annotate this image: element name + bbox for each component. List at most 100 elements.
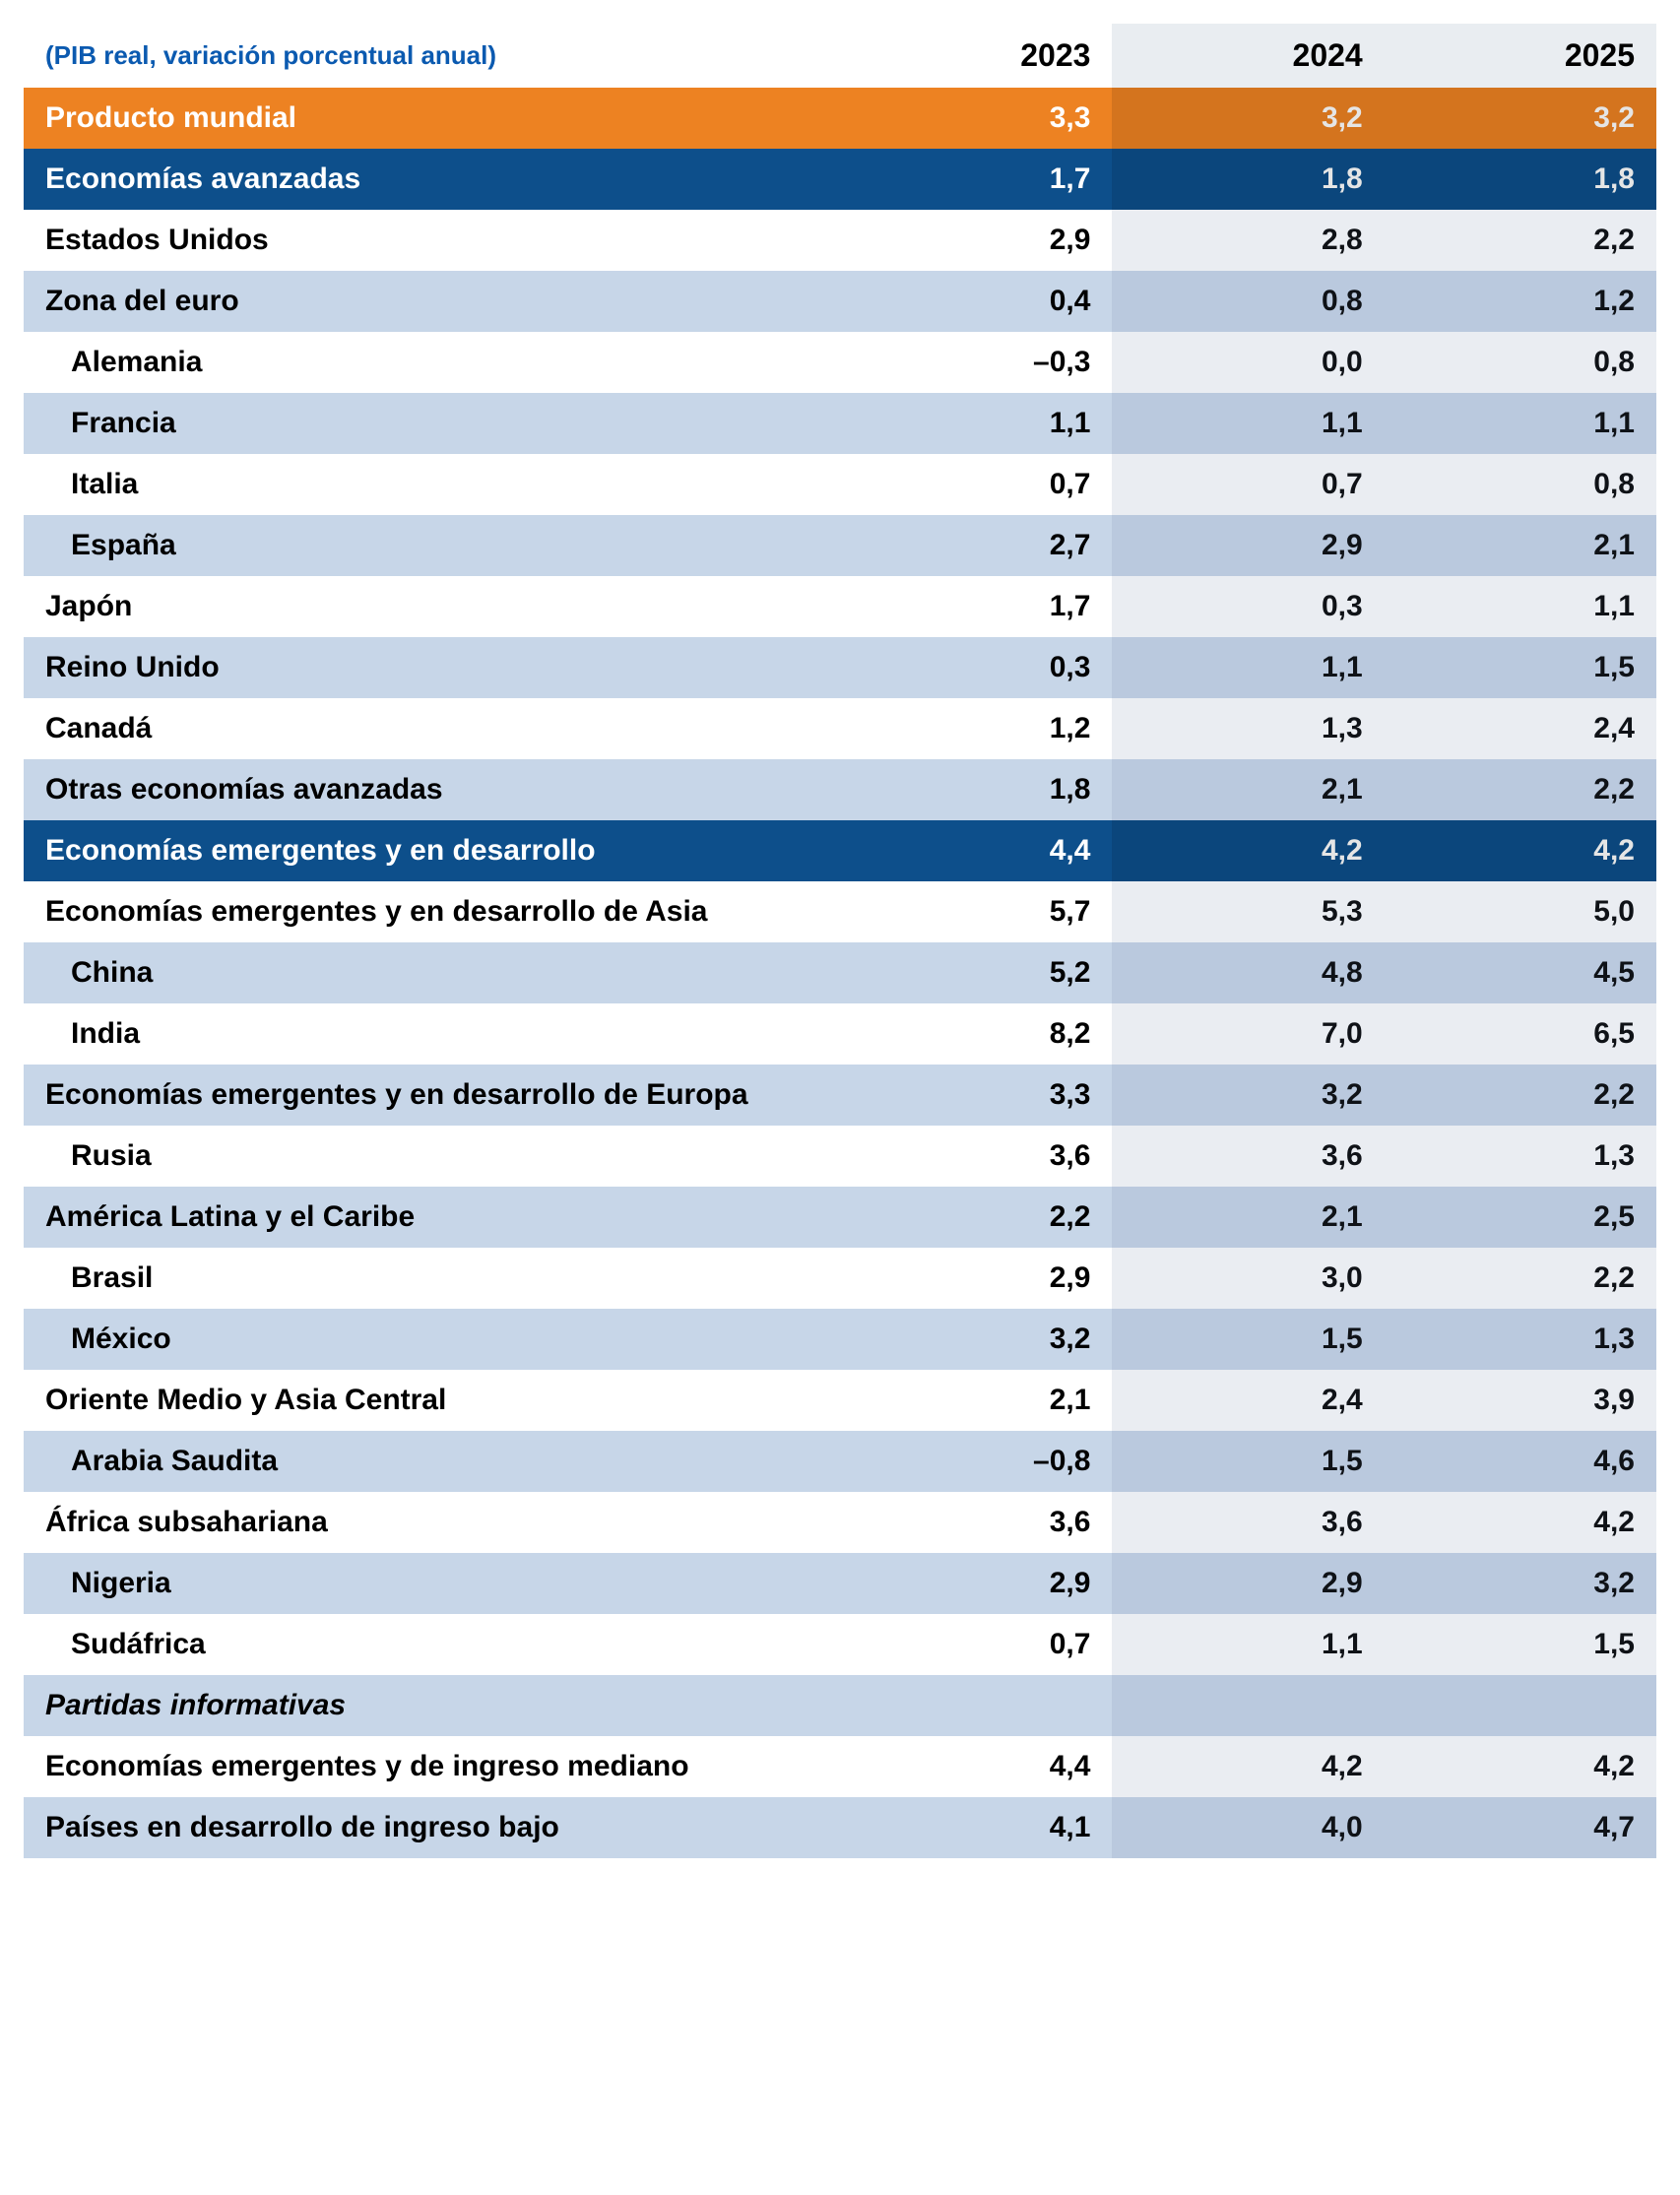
row-label: Oriente Medio y Asia Central [24, 1370, 840, 1431]
gdp-table-container: (PIB real, variación porcentual anual) 2… [24, 24, 1656, 1858]
table-row: Estados Unidos2,92,82,2 [24, 210, 1656, 271]
row-value: 2,9 [1112, 1553, 1384, 1614]
row-value: 2,1 [1112, 759, 1384, 820]
row-value: 0,7 [840, 1614, 1112, 1675]
row-value: 3,3 [840, 88, 1112, 149]
row-value: 2,2 [1385, 1065, 1656, 1126]
row-value [840, 1675, 1112, 1736]
row-value: –0,8 [840, 1431, 1112, 1492]
row-value: 3,0 [1112, 1248, 1384, 1309]
row-value: 5,0 [1385, 881, 1656, 942]
row-label: Economías emergentes y en desarrollo de … [24, 881, 840, 942]
table-row: Zona del euro0,40,81,2 [24, 271, 1656, 332]
table-row: Economías emergentes y en desarrollo4,44… [24, 820, 1656, 881]
row-value: 1,3 [1112, 698, 1384, 759]
row-value: 1,5 [1112, 1309, 1384, 1370]
row-value: 6,5 [1385, 1003, 1656, 1065]
table-row: China5,24,84,5 [24, 942, 1656, 1003]
table-row: Nigeria2,92,93,2 [24, 1553, 1656, 1614]
row-value: 2,1 [840, 1370, 1112, 1431]
row-label: Economías avanzadas [24, 149, 840, 210]
row-label: Alemania [24, 332, 840, 393]
row-label: Canadá [24, 698, 840, 759]
row-label: Brasil [24, 1248, 840, 1309]
row-value: 4,6 [1385, 1431, 1656, 1492]
table-row: Producto mundial3,33,23,2 [24, 88, 1656, 149]
row-label: Zona del euro [24, 271, 840, 332]
row-value: 1,1 [1385, 393, 1656, 454]
row-value: 5,7 [840, 881, 1112, 942]
row-value: 8,2 [840, 1003, 1112, 1065]
row-value: 0,0 [1112, 332, 1384, 393]
table-row: Economías emergentes y de ingreso median… [24, 1736, 1656, 1797]
row-value: 2,1 [1112, 1187, 1384, 1248]
row-value: 1,3 [1385, 1309, 1656, 1370]
row-label: India [24, 1003, 840, 1065]
table-header-row: (PIB real, variación porcentual anual) 2… [24, 24, 1656, 88]
row-value: 4,2 [1112, 1736, 1384, 1797]
row-value: 1,1 [1112, 393, 1384, 454]
row-value: 4,8 [1112, 942, 1384, 1003]
table-row: Canadá1,21,32,4 [24, 698, 1656, 759]
row-value: 2,9 [840, 1248, 1112, 1309]
row-value: 4,1 [840, 1797, 1112, 1858]
row-value: 0,4 [840, 271, 1112, 332]
row-label: Países en desarrollo de ingreso bajo [24, 1797, 840, 1858]
row-label: España [24, 515, 840, 576]
row-value: 3,6 [840, 1126, 1112, 1187]
row-value: 4,4 [840, 820, 1112, 881]
row-value: 2,2 [840, 1187, 1112, 1248]
row-value: 2,2 [1385, 759, 1656, 820]
table-row: Economías emergentes y en desarrollo de … [24, 1065, 1656, 1126]
row-value: 3,6 [840, 1492, 1112, 1553]
table-row: Reino Unido0,31,11,5 [24, 637, 1656, 698]
row-value: 2,9 [1112, 515, 1384, 576]
table-row: Francia1,11,11,1 [24, 393, 1656, 454]
row-label: Economías emergentes y en desarrollo [24, 820, 840, 881]
row-value: 1,8 [1385, 149, 1656, 210]
row-value: 1,1 [840, 393, 1112, 454]
row-value: 1,3 [1385, 1126, 1656, 1187]
col-year-2025: 2025 [1385, 24, 1656, 88]
row-value: 1,7 [840, 149, 1112, 210]
row-value: 2,9 [840, 1553, 1112, 1614]
row-value: 2,7 [840, 515, 1112, 576]
row-value: 5,2 [840, 942, 1112, 1003]
row-value: 3,6 [1112, 1492, 1384, 1553]
row-value [1385, 1675, 1656, 1736]
row-value: 1,1 [1112, 637, 1384, 698]
col-year-2024: 2024 [1112, 24, 1384, 88]
row-label: Japón [24, 576, 840, 637]
row-value: 2,2 [1385, 1248, 1656, 1309]
table-subtitle: (PIB real, variación porcentual anual) [24, 24, 840, 88]
row-value: 0,8 [1385, 454, 1656, 515]
row-label: Francia [24, 393, 840, 454]
gdp-table: (PIB real, variación porcentual anual) 2… [24, 24, 1656, 1858]
row-value: 4,4 [840, 1736, 1112, 1797]
row-value: 4,5 [1385, 942, 1656, 1003]
row-value: 1,1 [1112, 1614, 1384, 1675]
row-value: 0,3 [1112, 576, 1384, 637]
row-value: 5,3 [1112, 881, 1384, 942]
row-value: 1,2 [840, 698, 1112, 759]
row-label: Reino Unido [24, 637, 840, 698]
row-value: 3,2 [1112, 88, 1384, 149]
row-value: 0,7 [840, 454, 1112, 515]
row-label: América Latina y el Caribe [24, 1187, 840, 1248]
table-row: América Latina y el Caribe2,22,12,5 [24, 1187, 1656, 1248]
table-row: Arabia Saudita–0,81,54,6 [24, 1431, 1656, 1492]
row-value: 2,4 [1112, 1370, 1384, 1431]
row-value: 1,8 [840, 759, 1112, 820]
table-row: Japón1,70,31,1 [24, 576, 1656, 637]
row-label: África subsahariana [24, 1492, 840, 1553]
row-value: 2,1 [1385, 515, 1656, 576]
table-row: Economías avanzadas1,71,81,8 [24, 149, 1656, 210]
row-value: 3,3 [840, 1065, 1112, 1126]
row-value: 3,6 [1112, 1126, 1384, 1187]
row-value: 1,5 [1385, 637, 1656, 698]
table-row: España2,72,92,1 [24, 515, 1656, 576]
row-value: 1,7 [840, 576, 1112, 637]
row-value: 4,2 [1112, 820, 1384, 881]
row-label: Nigeria [24, 1553, 840, 1614]
table-row: Países en desarrollo de ingreso bajo4,14… [24, 1797, 1656, 1858]
